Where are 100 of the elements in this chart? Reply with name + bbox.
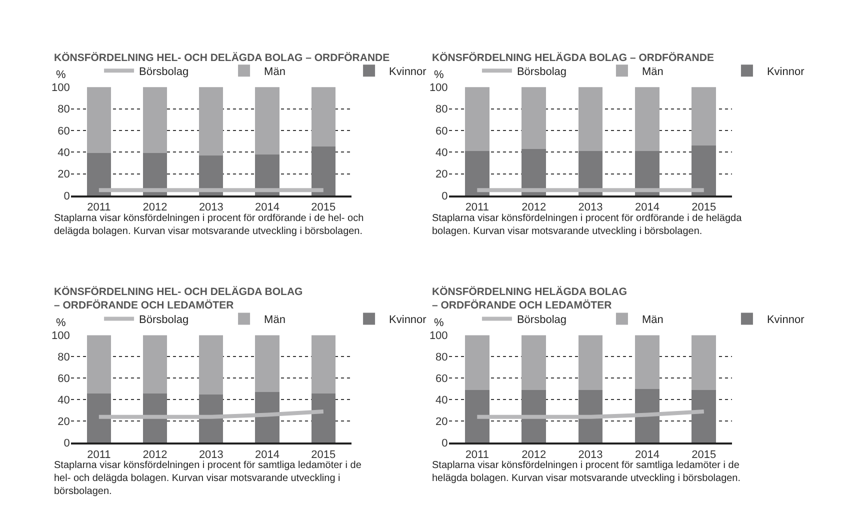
text: Staplarna visar könsfördelningen i procent för samtliga ledamöter i de helägda bolagen. Kurvan visar motsvarande utveckling i börsbolagen. [432, 460, 741, 484]
x-tick-label: 2015 [692, 202, 716, 214]
bar [692, 390, 716, 443]
chart-title: KÖNSFÖRDELNING HEL- OCH DELÄGDA BOLAG – ORDFÖRANDE [54, 52, 390, 64]
bar [635, 87, 660, 152]
y-tick-label: 60 [58, 373, 70, 386]
legend-label: Män [642, 314, 664, 326]
x-tick-label: 2013 [578, 448, 603, 461]
bar [311, 335, 336, 394]
x-tick-label: 2011 [465, 202, 489, 214]
y-tick-label: 60 [436, 373, 448, 386]
x-tick-label: 2013 [198, 448, 224, 461]
x-tick-label: 2015 [311, 448, 336, 461]
text: Staplarna visar könsfördelningen i procent för ordförande i de hel- och delägda bolagen. Kurvan visar motsvarande utveckling i börsbolagen. [54, 213, 364, 237]
y-tick-label: 0 [64, 190, 70, 202]
y-tick-label: 60 [58, 125, 70, 138]
bar [464, 151, 490, 196]
bar [255, 392, 280, 443]
legend-label: Kvinnor [766, 314, 805, 326]
legend-label: Kvinnor [766, 66, 805, 78]
bar [464, 390, 490, 443]
bar [255, 335, 280, 392]
x-tick-label: 2015 [692, 448, 716, 461]
legend-label: Börsbolag [139, 314, 189, 326]
bar [86, 153, 111, 196]
y-tick-label: 80 [436, 104, 448, 116]
bar [522, 148, 546, 196]
bar [199, 87, 224, 156]
legend-label: Män [642, 66, 664, 78]
bar [635, 335, 660, 389]
bar [464, 335, 490, 390]
bar [199, 335, 224, 394]
legend-label: Kvinnor [389, 66, 427, 78]
x-tick-label: 2011 [87, 448, 111, 461]
bar [311, 87, 336, 147]
y-tick-label: 80 [58, 104, 70, 116]
chart-title: KÖNSFÖRDELNING HELÄGDA BOLAG – ORDFÖRANDE OCH LEDAMÖTER [432, 286, 628, 312]
x-tick-label: 2011 [465, 448, 489, 461]
y-tick-label: 100 [429, 330, 448, 342]
y-tick-label: 20 [58, 168, 70, 181]
chart-title: KÖNSFÖRDELNING HEL- OCH DELÄGDA BOLAG – ORDFÖRANDE OCH LEDAMÖTER [54, 286, 303, 312]
x-tick-label: 2013 [578, 202, 603, 214]
legend-label: Börsbolag [516, 66, 567, 78]
bar [578, 390, 603, 443]
y-tick-label: 100 [52, 330, 70, 342]
bar [578, 87, 603, 152]
bar [692, 335, 716, 390]
y-axis-title: % [434, 317, 444, 329]
bar [635, 151, 660, 196]
y-tick-label: 40 [436, 146, 448, 159]
y-axis-title: % [56, 317, 66, 329]
bar [142, 393, 168, 443]
y-tick-label: 20 [436, 416, 448, 428]
bar [578, 335, 603, 390]
bar [142, 335, 168, 394]
bar [199, 394, 224, 443]
bar [255, 154, 280, 196]
text: Staplarna visar könsfördelningen i procent för ordförande i de helägda bolagen. Kurvan visar motsvarande utveckling i börsbolagen. [432, 213, 742, 237]
x-tick-label: 2014 [255, 202, 280, 214]
y-tick-label: 20 [58, 416, 70, 428]
legend-label: Män [264, 66, 286, 78]
y-axis-title: % [434, 69, 444, 81]
y-tick-label: 40 [436, 394, 448, 407]
y-tick-label: 20 [436, 168, 448, 181]
bar [86, 393, 111, 443]
bar [464, 87, 490, 152]
legend-label: Börsbolag [139, 66, 189, 78]
y-tick-label: 0 [442, 190, 448, 202]
bar [578, 151, 603, 196]
y-tick-label: 100 [429, 82, 448, 94]
y-tick-label: 80 [58, 352, 70, 364]
x-tick-label: 2012 [522, 202, 546, 214]
x-tick-label: 2012 [522, 448, 546, 461]
x-tick-label: 2011 [87, 202, 111, 214]
legend-label: Män [264, 314, 286, 326]
bar [255, 87, 280, 154]
bar [522, 335, 546, 390]
bar [311, 393, 336, 443]
bar [522, 390, 546, 443]
y-tick-label: 40 [58, 394, 70, 407]
bar [522, 87, 546, 149]
x-tick-label: 2012 [142, 202, 168, 214]
text: Staplarna visar könsfördelningen i procent för samtliga ledamöter i de hel- och delägda bolagen. Kurvan visar motsvarande utveckling i börsbolagen. [54, 460, 362, 497]
x-tick-label: 2015 [311, 202, 336, 214]
y-tick-label: 40 [58, 146, 70, 159]
y-tick-label: 80 [436, 352, 448, 364]
bar [86, 335, 111, 394]
bar [635, 388, 660, 443]
x-tick-label: 2014 [634, 448, 660, 461]
chart-title: KÖNSFÖRDELNING HELÄGDA BOLAG – ORDFÖRANDE [432, 52, 714, 64]
bar [692, 146, 716, 196]
bar [86, 87, 111, 154]
bar [311, 146, 336, 196]
x-tick-label: 2014 [255, 448, 280, 461]
x-tick-label: 2013 [198, 202, 224, 214]
y-axis-title: % [56, 69, 66, 81]
legend-label: Börsbolag [516, 314, 567, 326]
y-tick-label: 0 [64, 438, 70, 450]
bar [142, 87, 168, 154]
legend-label: Kvinnor [389, 314, 427, 326]
